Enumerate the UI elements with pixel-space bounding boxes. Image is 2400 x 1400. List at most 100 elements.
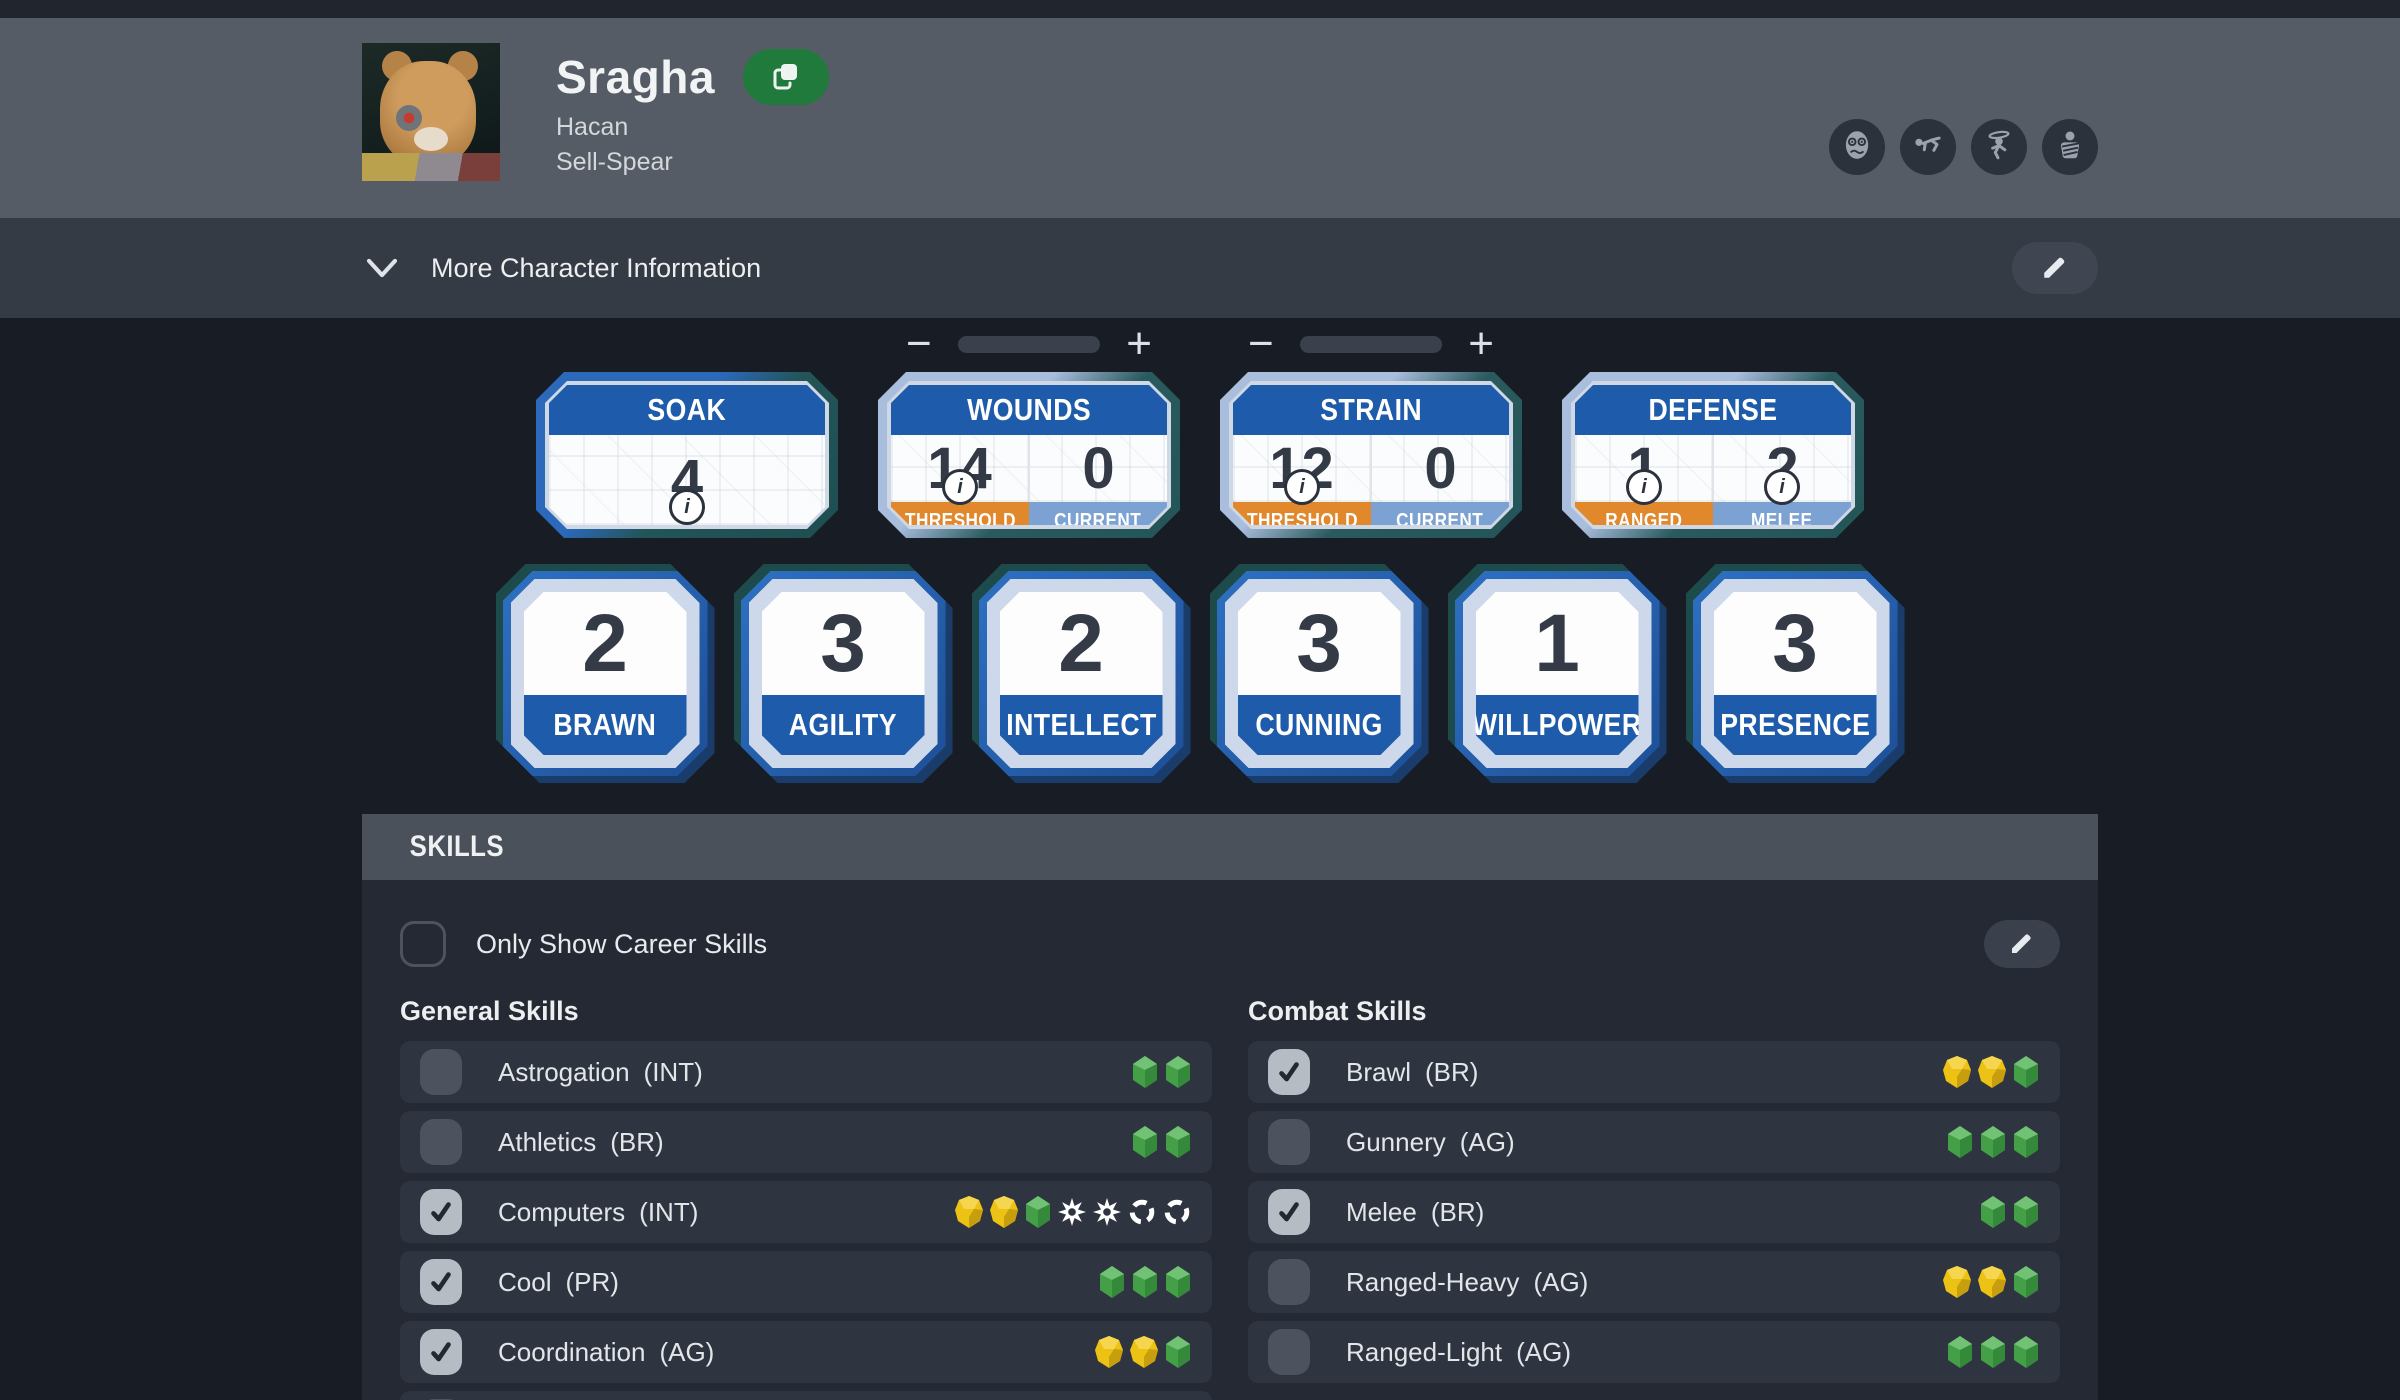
defense-title: DEFENSE	[1575, 385, 1851, 435]
skill-characteristic-abbrev: (AG)	[1459, 1126, 1515, 1157]
skill-name: Gunnery	[1346, 1126, 1446, 1157]
ability-die-icon	[1946, 1335, 1974, 1369]
ability-die-icon	[2012, 1335, 2040, 1369]
proficiency-die-icon	[1942, 1055, 1972, 1089]
ability-die-icon	[1024, 1195, 1052, 1229]
advantage-symbol-icon	[1127, 1197, 1157, 1227]
ability-die-icon	[1946, 1125, 1974, 1159]
ability-die-icon	[1164, 1055, 1192, 1089]
badge-border: 1 WILLPOWER	[1463, 579, 1652, 768]
skill-row-ranged-light[interactable]: Ranged-Light (AG)	[1248, 1321, 2060, 1383]
skills-panel: SKILLS Only Show Career Skills General S…	[362, 814, 2098, 1400]
copy-character-button[interactable]	[742, 49, 829, 105]
skill-name: Athletics	[498, 1126, 597, 1157]
characteristic-value: 2	[582, 597, 628, 689]
wounds-title: WOUNDS	[891, 385, 1167, 435]
badge-card: DEFENSE 1 2 RANGED MELEE i i	[1575, 385, 1851, 525]
career-skill-checkbox[interactable]	[1268, 1119, 1310, 1165]
career-skill-checkbox[interactable]	[420, 1259, 462, 1305]
skills-panel-header: SKILLS	[362, 814, 2098, 880]
badge-border: 3 CUNNING	[1225, 579, 1414, 768]
skill-name: Melee	[1346, 1196, 1417, 1227]
skill-row-brawl[interactable]: Brawl (BR)	[1248, 1041, 2060, 1103]
skill-row-athletics[interactable]: Athletics (BR)	[400, 1111, 1212, 1173]
edit-skills-button[interactable]	[1984, 920, 2060, 968]
characteristic-value: 2	[1058, 597, 1104, 689]
wounds-increase-button[interactable]: +	[1126, 319, 1152, 368]
badge-card: 3 PRESENCE	[1714, 592, 1877, 755]
edit-character-button[interactable]	[2012, 242, 2098, 294]
badge-frame: 1 WILLPOWER	[1455, 571, 1660, 776]
skill-row-computers[interactable]: Computers (INT)	[400, 1181, 1212, 1243]
career-skill-checkbox[interactable]	[420, 1329, 462, 1375]
career-skill-checkbox[interactable]	[420, 1119, 462, 1165]
dizzy-condition-icon-glyph	[1840, 128, 1874, 167]
career-skills-filter-row: Only Show Career Skills	[400, 880, 2060, 968]
dice-pool	[1094, 1335, 1192, 1369]
career-skill-checkbox[interactable]	[420, 1049, 462, 1095]
defense-ranged-info-icon[interactable]: i	[1626, 469, 1662, 505]
badge-card: 2 BRAWN	[524, 592, 687, 755]
badge-border: 2 INTELLECT	[987, 579, 1176, 768]
pencil-icon	[2041, 253, 2069, 284]
career-skill-checkbox[interactable]	[420, 1189, 462, 1235]
strain-info-icon[interactable]: i	[1284, 469, 1320, 505]
skill-name: Cool	[498, 1266, 552, 1297]
wounds-decrease-button[interactable]: −	[906, 319, 932, 368]
career-skill-checkbox[interactable]	[1268, 1329, 1310, 1375]
immobilized-condition-icon-glyph	[2053, 128, 2087, 167]
career-skill-checkbox[interactable]	[1268, 1189, 1310, 1235]
wounds-current-value: 0	[1028, 435, 1167, 502]
defense-stat-badge: DEFENSE 1 2 RANGED MELEE i i	[1562, 372, 1864, 538]
skill-row-ranged-heavy[interactable]: Ranged-Heavy (AG)	[1248, 1251, 2060, 1313]
page-top-strip	[0, 0, 2400, 18]
strain-decrease-button[interactable]: −	[1248, 319, 1274, 368]
skill-row-astrogation[interactable]: Astrogation (INT)	[400, 1041, 1212, 1103]
soak-title: SOAK	[549, 385, 825, 435]
portrait-art	[396, 105, 422, 131]
badge-card: 3 AGILITY	[762, 592, 925, 755]
ability-die-icon	[1131, 1265, 1159, 1299]
only-career-skills-checkbox[interactable]	[400, 921, 446, 967]
strain-progress-bar	[1299, 335, 1443, 353]
skill-row-melee[interactable]: Melee (BR)	[1248, 1181, 2060, 1243]
staggered-condition-icon[interactable]	[1971, 119, 2027, 175]
characteristic-value: 3	[1772, 597, 1818, 689]
badge-frame: 3 AGILITY	[741, 571, 946, 776]
career-skill-checkbox[interactable]	[1268, 1259, 1310, 1305]
characteristic-value: 3	[820, 597, 866, 689]
skills-title: SKILLS	[409, 830, 504, 863]
proficiency-die-icon	[1129, 1335, 1159, 1369]
immobilized-condition-icon[interactable]	[2042, 119, 2098, 175]
characteristic-badge-intellect: 2 INTELLECT	[979, 571, 1184, 776]
knocked-down-condition-icon[interactable]	[1900, 119, 1956, 175]
career-skill-checkbox[interactable]	[1268, 1049, 1310, 1095]
ability-die-icon	[1979, 1195, 2007, 1229]
defense-melee-info-icon[interactable]: i	[1764, 469, 1800, 505]
wounds-info-icon[interactable]: i	[942, 469, 978, 505]
characteristic-value: 1	[1534, 597, 1580, 689]
dice-pool	[1131, 1125, 1192, 1159]
character-portrait[interactable]	[362, 43, 500, 181]
dice-pool	[1098, 1265, 1192, 1299]
wounds-stepper: − +	[878, 319, 1180, 368]
skill-row-coordination[interactable]: Coordination (AG)	[400, 1321, 1212, 1383]
dice-pool	[1942, 1055, 2040, 1089]
proficiency-die-icon	[1942, 1265, 1972, 1299]
characteristic-badge-cunning: 3 CUNNING	[1217, 571, 1422, 776]
badge-border: 3 AGILITY	[749, 579, 938, 768]
skill-row-gunnery[interactable]: Gunnery (AG)	[1248, 1111, 2060, 1173]
character-name: Sragha	[556, 51, 715, 103]
skill-row-cool[interactable]: Cool (PR)	[400, 1251, 1212, 1313]
strain-increase-button[interactable]: +	[1468, 319, 1494, 368]
strain-stat-badge: STRAIN 12 0 THRESHOLD CURRENT i	[1220, 372, 1522, 538]
stat-badges-row: SOAK 4 i − + WOUNDS 14	[0, 319, 2400, 538]
skill-characteristic-abbrev: (INT)	[643, 1056, 703, 1087]
skill-name: Ranged-Heavy	[1346, 1266, 1520, 1297]
dizzy-condition-icon[interactable]	[1829, 119, 1885, 175]
skill-row-discipline[interactable]: Discipline(WIL)	[400, 1391, 1212, 1400]
wounds-stat-badge: WOUNDS 14 0 THRESHOLD CURRENT i	[878, 372, 1180, 538]
ability-die-icon	[1164, 1335, 1192, 1369]
more-character-information-toggle[interactable]: More Character Information	[0, 218, 2400, 318]
soak-info-icon[interactable]: i	[669, 489, 705, 525]
